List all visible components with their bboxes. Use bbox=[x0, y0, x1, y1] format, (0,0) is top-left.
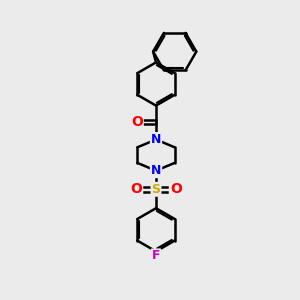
Text: N: N bbox=[151, 164, 161, 177]
Text: O: O bbox=[170, 182, 182, 196]
Text: O: O bbox=[131, 115, 143, 129]
Text: S: S bbox=[152, 183, 160, 196]
Text: O: O bbox=[130, 182, 142, 196]
Text: N: N bbox=[151, 133, 161, 146]
Text: F: F bbox=[152, 249, 160, 262]
